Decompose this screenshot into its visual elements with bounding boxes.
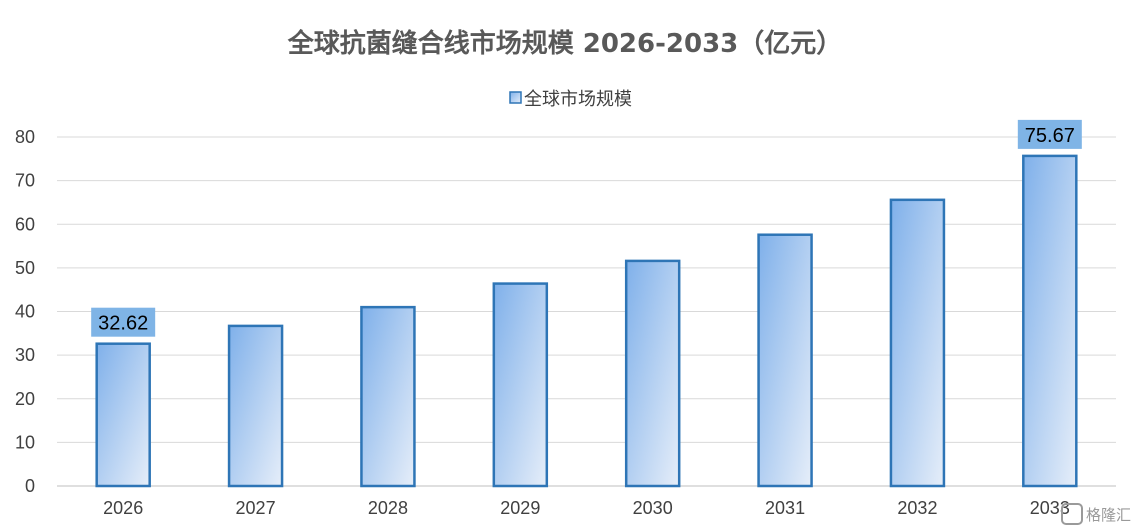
bar-2027 [227, 324, 284, 488]
y-tick-label: 0 [25, 476, 35, 496]
bar-2028 [360, 305, 416, 488]
x-tick-label: 2026 [103, 498, 143, 518]
bar-2033 [1022, 154, 1078, 488]
data-labels: 32.62 75.67 [91, 119, 1082, 337]
bar-2032 [889, 198, 946, 488]
x-tick-label: 2028 [368, 498, 408, 518]
y-tick-label: 50 [15, 258, 35, 278]
x-tick-label: 2027 [236, 498, 276, 518]
data-label-box [91, 307, 156, 337]
chart-title: 全球抗菌缝合线市场规模 2026-2033（亿元） [287, 28, 843, 59]
bars [95, 154, 1078, 488]
watermark: 格隆汇 [1061, 503, 1131, 525]
y-axis-ticks: 0 10 20 30 40 50 60 70 80 [15, 127, 35, 496]
bar-2031 [757, 233, 813, 488]
x-axis-ticks: 2026 2027 2028 2029 2030 2031 2032 2033 [103, 498, 1070, 518]
gelonghui-logo-icon [1061, 503, 1083, 525]
data-label: 32.62 [91, 307, 156, 337]
bar-2029 [492, 282, 549, 488]
x-tick-label: 2029 [500, 498, 540, 518]
y-tick-label: 70 [15, 171, 35, 191]
x-tick-label: 2033 [1030, 498, 1070, 518]
legend-swatch [509, 91, 522, 104]
y-tick-label: 30 [15, 345, 35, 365]
x-tick-label: 2030 [633, 498, 673, 518]
gridlines [57, 136, 1116, 487]
y-tick-label: 80 [15, 127, 35, 147]
y-tick-label: 60 [15, 214, 35, 234]
x-tick-label: 2031 [765, 498, 805, 518]
watermark-text: 格隆汇 [1086, 506, 1131, 524]
data-label: 75.67 [1017, 119, 1082, 149]
y-tick-label: 10 [15, 432, 35, 452]
bar-2026 [95, 342, 151, 488]
legend-label: 全球市场规模 [524, 89, 632, 110]
bar-2030 [624, 259, 681, 488]
legend: 全球市场规模 [509, 89, 632, 110]
y-tick-label: 20 [15, 389, 35, 409]
data-label-box [1017, 119, 1082, 149]
x-tick-label: 2032 [897, 498, 937, 518]
data-label-text: 32.62 [98, 313, 148, 335]
y-tick-label: 40 [15, 302, 35, 322]
data-label-text: 75.67 [1025, 125, 1075, 147]
